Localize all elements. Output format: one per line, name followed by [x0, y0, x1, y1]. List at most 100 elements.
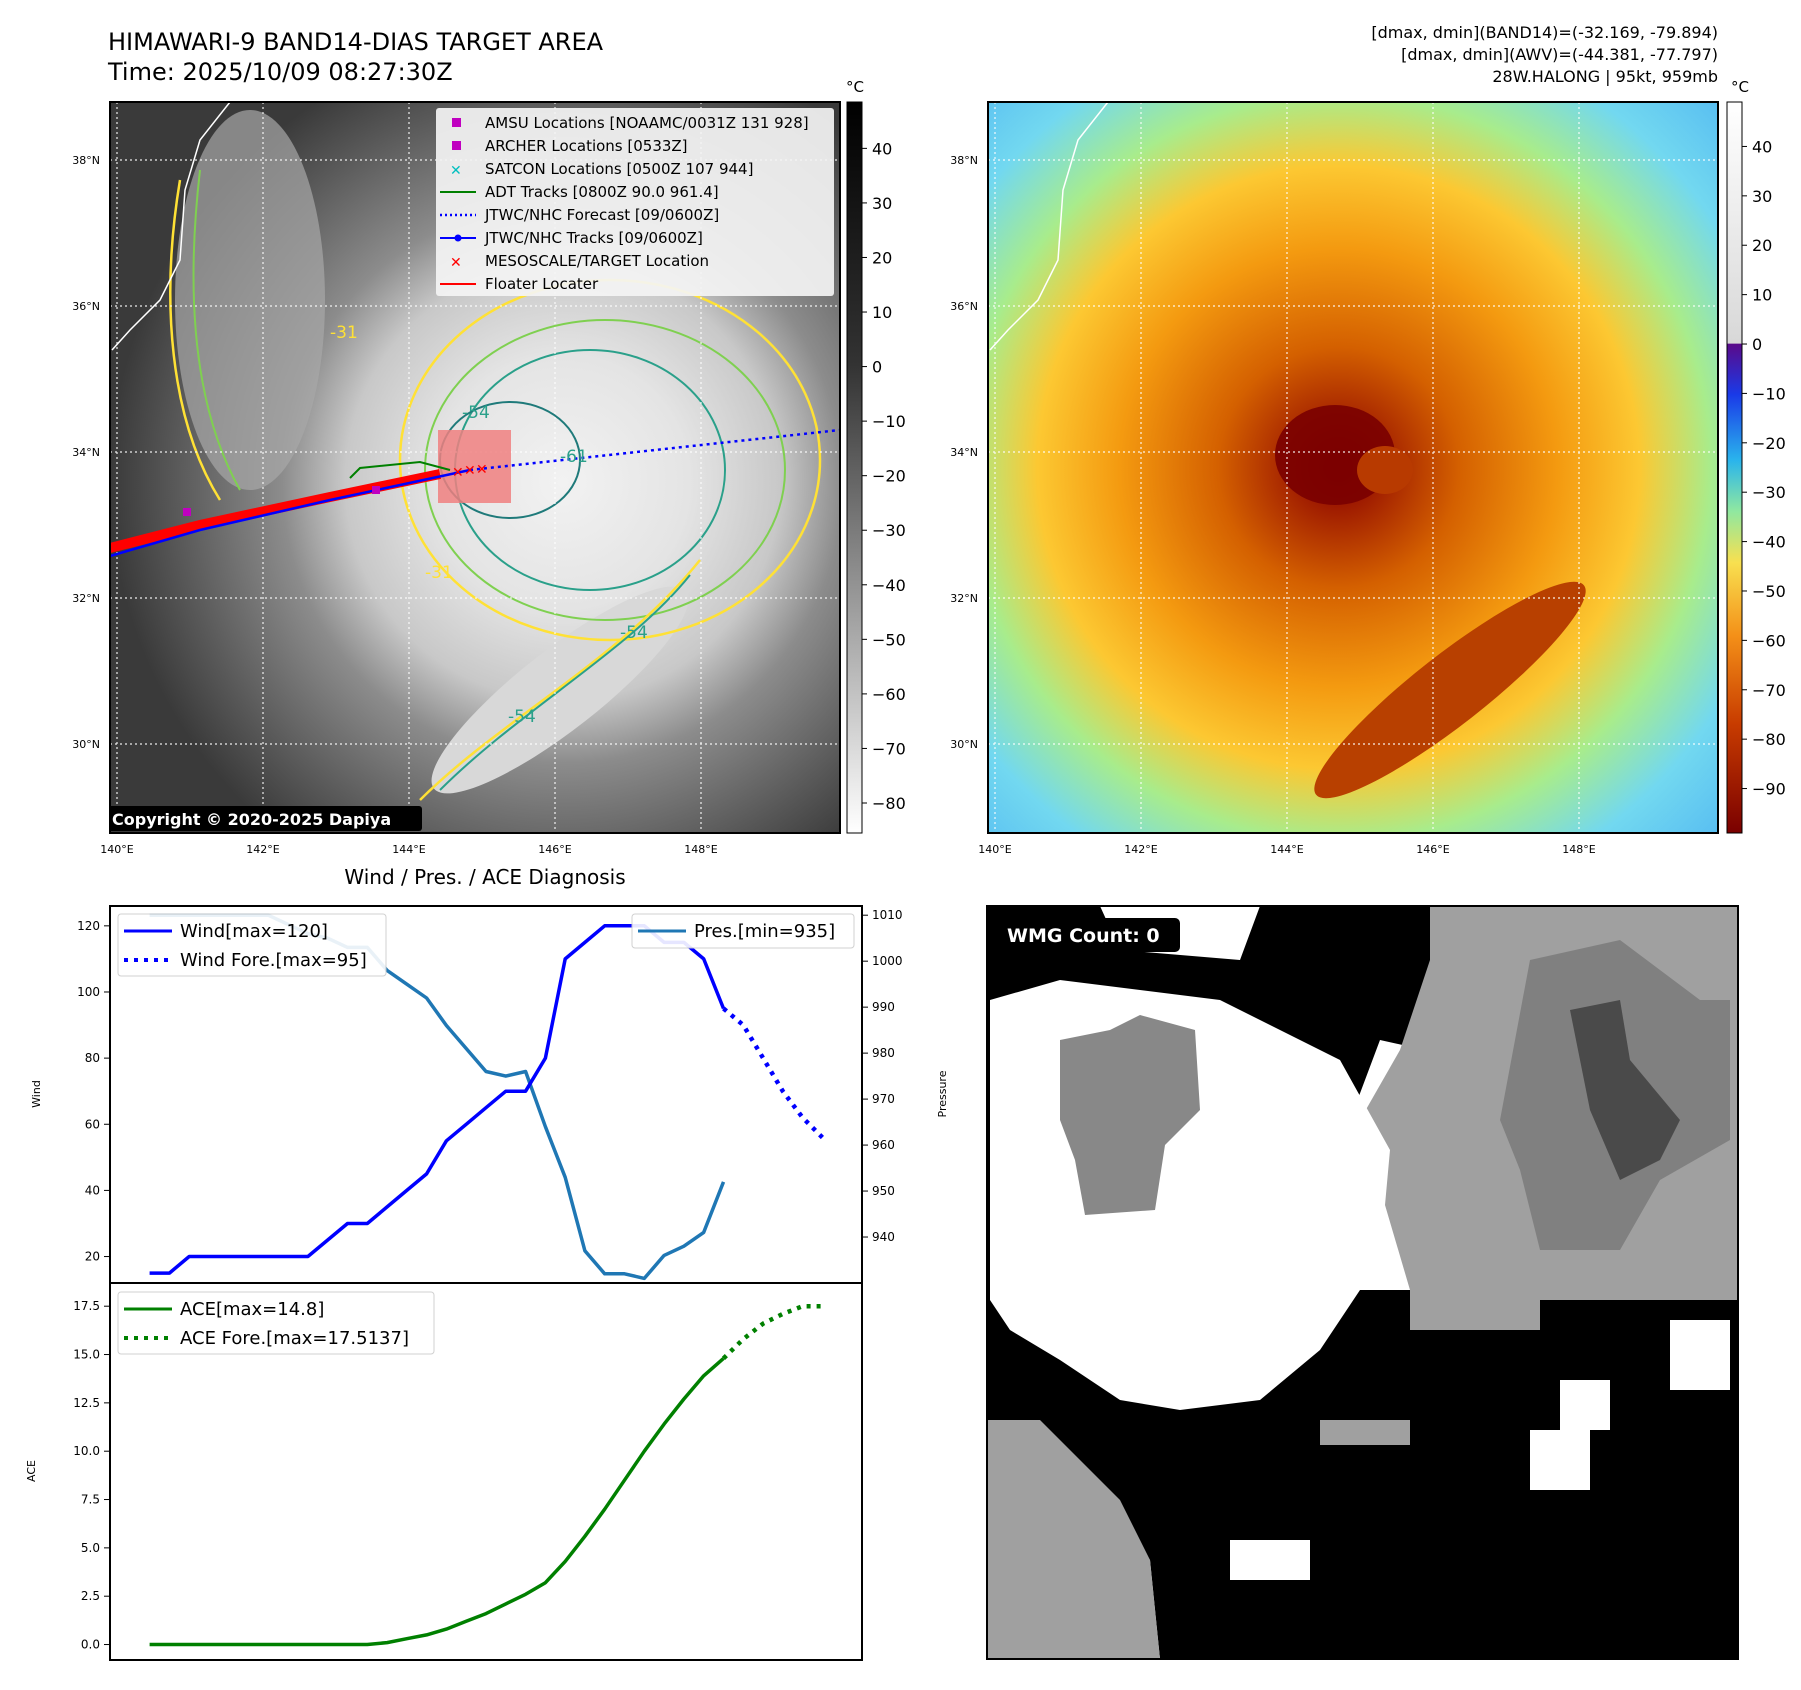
color-lon-labels: 140°E 142°E 144°E 146°E 148°E [978, 843, 1595, 856]
color-map-grid [988, 102, 1718, 833]
lon-label: 146°E [1416, 843, 1449, 856]
axis-tick-label: 2.5 [81, 1589, 100, 1603]
lon-label: 142°E [1124, 843, 1157, 856]
colorbar-tick-label: −70 [1752, 681, 1786, 700]
contour-west [169, 179, 222, 501]
color-colorbar-bar [1726, 101, 1743, 834]
ace-legend-box [117, 1291, 435, 1355]
axis-tick-label: 1010 [872, 908, 903, 922]
colorbar-tick-label: −50 [872, 630, 906, 649]
gray-colorbar-unit: °C [846, 78, 864, 96]
awv-range: [dmax, dmin](AWV)=(-44.381, -77.797) [1401, 45, 1718, 64]
legend-archer-marker [452, 141, 461, 150]
legend-satcon-marker: ✕ [450, 163, 462, 179]
floater-track [110, 469, 442, 553]
colorbar-tick-label: −10 [872, 412, 906, 431]
legend-floater: Floater Locater [485, 275, 599, 293]
svg-text:✕: ✕ [464, 463, 476, 479]
lat-label: 36°N [950, 300, 978, 313]
axis-tick-label: 17.5 [73, 1299, 100, 1313]
colorbar-tick-label: −20 [872, 467, 906, 486]
storm-info: 28W.HALONG | 95kt, 959mb [1492, 67, 1718, 86]
wmg-white-patch [1560, 1380, 1610, 1430]
west-cloud-band [175, 110, 325, 490]
lat-label: 36°N [72, 300, 100, 313]
mesoscale-markers: ✕ ✕ ✕ [452, 462, 488, 481]
ir-map-frame [109, 101, 841, 834]
color-map-frame [987, 101, 1719, 834]
colorbar-tick-label: 20 [872, 248, 892, 267]
colorbar-tick-label: −30 [1752, 483, 1786, 502]
colorbar-tick-label: −10 [1752, 384, 1786, 403]
colorbar-tick-label: −80 [1752, 730, 1786, 749]
contour-labels: -54 -54 -54 -31 -31 -61 [330, 323, 648, 727]
axis-tick-label: 960 [872, 1138, 895, 1152]
ace-fore-legend-label: ACE Fore.[max=17.5137] [180, 1328, 409, 1349]
colorbar-tick-label: 20 [1752, 236, 1772, 255]
colorbar-tick-label: −50 [1752, 582, 1786, 601]
axis-tick-label: 980 [872, 1046, 895, 1060]
eye-region [1357, 446, 1413, 494]
ace-fore-max-line [721, 1303, 823, 1361]
axis-tick-label: 20 [85, 1250, 100, 1264]
wmg-white-patch [1230, 1540, 1310, 1580]
lon-label: 148°E [684, 843, 717, 856]
diagnosis-title: Wind / Pres. / ACE Diagnosis [344, 865, 625, 889]
lat-label: 30°N [72, 738, 100, 751]
pressure-yticks: 1010 1000 990 980 970 960 950 940 [862, 908, 903, 1244]
colorbar-tick-label: −60 [1752, 631, 1786, 650]
colorbar-tick-label: −80 [872, 794, 906, 813]
colorbar-tick-label: 10 [872, 303, 892, 322]
lon-label: 144°E [392, 843, 425, 856]
colorbar-tick-label: −60 [872, 685, 906, 704]
colorbar-tick-label: 0 [1752, 335, 1762, 354]
color-colorbar-unit: °C [1731, 78, 1749, 96]
contour-label: -54 [462, 403, 490, 423]
colorbar-tick-label: 30 [1752, 187, 1772, 206]
jtwc-forecast-track [469, 428, 840, 472]
colorbar-tick-label: 30 [872, 194, 892, 213]
colorbar-tick-label: −90 [1752, 780, 1786, 799]
contour-label: -61 [560, 447, 588, 467]
lat-label: 34°N [950, 446, 978, 459]
wind-legend: Wind[max=120] Wind Fore.[max=95] [117, 913, 387, 977]
pressure-legend: Pres.[min=935] [631, 913, 855, 949]
axis-tick-label: 80 [85, 1051, 100, 1065]
svg-text:✕: ✕ [476, 462, 488, 478]
colorbar-tick-label: −30 [872, 521, 906, 540]
axis-tick-label: 990 [872, 1000, 895, 1014]
wind-max-line [149, 924, 726, 1275]
legend-forecast: JTWC/NHC Forecast [09/0600Z] [484, 206, 719, 224]
color-lat-labels: 38°N 36°N 34°N 32°N 30°N [950, 154, 978, 751]
lon-label: 148°E [1562, 843, 1595, 856]
color-coastline [989, 102, 1109, 351]
axis-tick-label: 1000 [872, 954, 903, 968]
wmg-panel: WMG Count: 0 [986, 905, 1739, 1660]
axis-tick-label: 950 [872, 1184, 895, 1198]
contour-mid [424, 319, 786, 621]
colorbar-tick-label: 40 [1752, 137, 1772, 156]
axis-tick-label: 60 [85, 1117, 100, 1131]
lon-label: 142°E [246, 843, 279, 856]
lon-label: 140°E [978, 843, 1011, 856]
figure-title: HIMAWARI-9 BAND14-DIAS TARGET AREA [108, 28, 604, 56]
axis-tick-label: 120 [77, 919, 100, 933]
axis-tick-label: 10.0 [73, 1444, 100, 1458]
jtwc-track [110, 468, 471, 558]
gray-colorbar: °C 40 30 20 10 0 −10 −20 −30 −40 −50 −60 −70 −80 [846, 78, 906, 834]
axis-tick-label: 100 [77, 985, 100, 999]
contour-label: -54 [620, 623, 648, 643]
wind-axis-label: Wind [30, 1080, 43, 1108]
spiral-band [1314, 581, 1586, 799]
wind-fore-max-line [722, 1006, 824, 1140]
ir-lat-labels: 38°N 36°N 34°N 32°N 30°N [72, 154, 100, 751]
wmg-count: WMG Count: 0 [1007, 925, 1160, 947]
color-colorbar-ticks: 40 30 20 10 0 −10 −20 −30 −40 −50 −60 −70 −80 −90 [1742, 137, 1786, 799]
colorbar-tick-label: 40 [872, 139, 892, 158]
wmg-gray-island-inner [1060, 1015, 1200, 1215]
legend-box [436, 108, 834, 296]
contour-label: -54 [508, 707, 536, 727]
wmg-count-box [998, 918, 1180, 952]
amsu-marker [183, 508, 191, 516]
